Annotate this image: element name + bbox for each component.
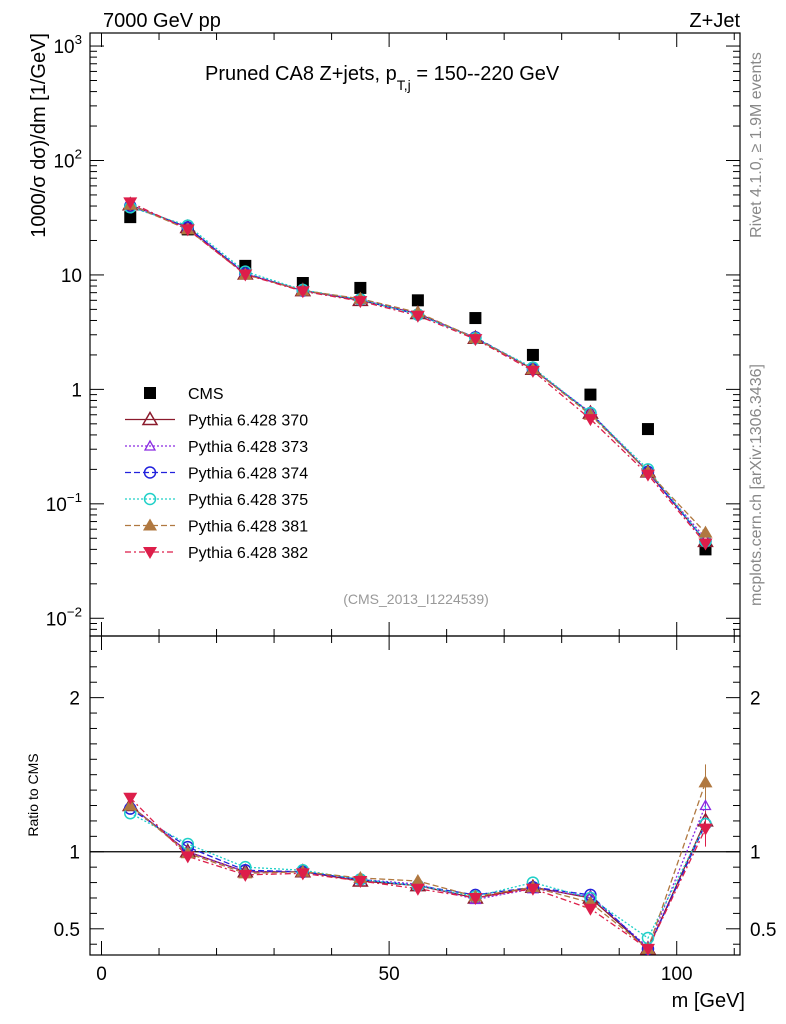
data-point-cms bbox=[584, 388, 597, 401]
main-y-tick-label: 10−2 bbox=[46, 604, 82, 630]
ratio-point bbox=[698, 823, 713, 836]
ratio-point bbox=[698, 775, 713, 788]
ratio-y-tick-label-right: 2 bbox=[750, 689, 761, 710]
main-y-tick-label: 102 bbox=[53, 146, 82, 172]
ratio-point bbox=[525, 883, 540, 896]
legend-label: Pythia 6.428 370 bbox=[188, 413, 308, 430]
data-point-cms bbox=[526, 348, 539, 361]
ratio-point bbox=[123, 792, 138, 805]
legend-label: Pythia 6.428 373 bbox=[188, 439, 308, 456]
ratio-point bbox=[295, 868, 310, 881]
data-point-mc bbox=[295, 286, 310, 299]
ratio-point bbox=[180, 851, 195, 864]
main-y-tick-label: 10−1 bbox=[46, 490, 82, 516]
data-point-mc bbox=[525, 365, 540, 378]
side-label-rivet: Rivet 4.1.0, ≥ 1.9M events bbox=[748, 52, 765, 238]
ratio-point bbox=[583, 903, 598, 916]
ratio-point bbox=[410, 874, 425, 887]
legend-label: Pythia 6.428 375 bbox=[188, 492, 308, 509]
ratio-point bbox=[468, 892, 483, 905]
main-plot: 10−2 10−1 1 10 102 103 bbox=[46, 32, 741, 637]
main-series-line bbox=[130, 204, 706, 542]
data-point-cms bbox=[469, 312, 482, 325]
data-point-mc bbox=[698, 538, 713, 551]
data-point-mc bbox=[123, 197, 138, 210]
legend-marker bbox=[144, 387, 156, 399]
x-tick-label: 100 bbox=[661, 964, 693, 985]
main-y-tick-label: 103 bbox=[53, 32, 82, 58]
data-point-mc bbox=[238, 269, 253, 282]
ratio-point bbox=[699, 799, 712, 811]
x-axis-title: m [GeV] bbox=[672, 990, 745, 1012]
data-point-cms bbox=[411, 294, 424, 307]
ratio-point bbox=[238, 869, 253, 882]
ratio-series-line bbox=[129, 808, 707, 950]
data-point-cms bbox=[641, 423, 654, 436]
data-point-mc bbox=[468, 334, 483, 347]
x-tick-label: 0 bbox=[96, 964, 107, 985]
legend-marker bbox=[143, 547, 157, 559]
data-point-mc bbox=[180, 224, 195, 237]
legend-marker bbox=[143, 466, 157, 479]
ratio-y-tick-label: 2 bbox=[69, 689, 80, 710]
header-left: 7000 GeV pp bbox=[103, 10, 221, 32]
ratio-plot: 0 50 100 0.5 0.5 1 1 2 2 bbox=[54, 635, 776, 985]
legend-marker bbox=[143, 492, 157, 506]
legend-label: CMS bbox=[188, 386, 224, 403]
ratio-point bbox=[353, 876, 368, 889]
ratio-y-tick-label: 0.5 bbox=[54, 920, 80, 941]
data-point-cms bbox=[124, 211, 137, 224]
data-point-mc bbox=[583, 414, 598, 427]
side-label-mcplots: mcplots.cern.ch [arXiv:1306.3436] bbox=[748, 364, 765, 606]
main-y-axis-title: 1000/σ dσ)/dm [1/GeV] bbox=[28, 33, 50, 238]
legend-label: Pythia 6.428 374 bbox=[188, 466, 308, 483]
x-tick-label: 50 bbox=[379, 964, 400, 985]
legend: CMS Pythia 6.428 370 Pythia 6.428 373 Pythi… bbox=[125, 386, 308, 562]
analysis-label: (CMS_2013_I1224539) bbox=[343, 591, 489, 607]
ratio-series-line bbox=[129, 797, 707, 950]
ratio-point bbox=[640, 943, 655, 956]
main-series-line bbox=[130, 204, 706, 539]
legend-label: Pythia 6.428 381 bbox=[188, 519, 308, 536]
ratio-y-tick-label-right: 1 bbox=[750, 843, 761, 864]
main-y-tick-label: 1 bbox=[71, 380, 82, 401]
data-point-mc bbox=[410, 310, 425, 323]
ratio-y-axis-title: Ratio to CMS bbox=[25, 753, 41, 836]
data-point-cms bbox=[354, 281, 367, 294]
legend-marker bbox=[141, 411, 159, 426]
main-series-line bbox=[130, 204, 706, 534]
ratio-y-tick-label-right: 0.5 bbox=[750, 920, 776, 941]
ratio-frame bbox=[89, 635, 741, 956]
main-title: Pruned CA8 Z+jets, pT,j = 150--220 GeV bbox=[205, 63, 560, 93]
main-y-tick-label: 10 bbox=[61, 266, 82, 287]
legend-marker bbox=[143, 518, 157, 531]
ratio-point bbox=[410, 883, 425, 896]
header-right: Z+Jet bbox=[689, 10, 740, 32]
data-point-mc bbox=[353, 296, 368, 309]
ratio-y-tick-label: 1 bbox=[69, 843, 80, 864]
main-series-line bbox=[130, 205, 706, 542]
data-point-mc bbox=[698, 525, 713, 538]
legend-label: Pythia 6.428 382 bbox=[188, 545, 308, 562]
main-series-line bbox=[129, 201, 706, 544]
legend-marker bbox=[143, 439, 157, 451]
data-point-mc bbox=[640, 469, 655, 482]
